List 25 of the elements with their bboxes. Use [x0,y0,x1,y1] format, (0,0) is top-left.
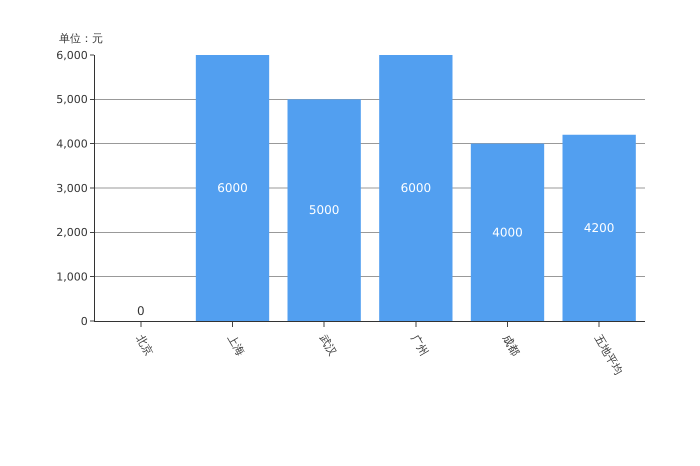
data-label: 4000 [492,225,523,240]
y-tick-label: 1,000 [56,270,88,284]
y-tick-label: 6,000 [56,48,88,62]
y-tick-label: 5,000 [56,93,88,106]
x-tick-label: 北京 [133,332,156,358]
data-label: 4200 [584,220,614,235]
data-label: 6000 [400,181,432,195]
data-label: 0 [137,304,145,318]
bar [562,134,636,321]
x-tick-label: 成都 [500,332,522,358]
x-tick-label: 武汉 [316,332,340,358]
y-axis-title: 单位：元 [59,32,103,45]
x-tick-label: 五地平均 [592,332,626,378]
x-tick-label: 上海 [225,332,248,358]
data-label: 6000 [217,181,248,195]
y-tick-label: 2,000 [56,226,88,240]
data-label: 5000 [308,203,340,218]
x-tick-label: 广州 [408,332,431,358]
bar [196,55,270,321]
y-tick-label: 4,000 [56,138,88,151]
bar [470,144,544,321]
y-tick-label: 0 [80,314,88,328]
bar [288,99,361,321]
bar [379,55,452,321]
y-tick-label: 3,000 [56,182,88,195]
